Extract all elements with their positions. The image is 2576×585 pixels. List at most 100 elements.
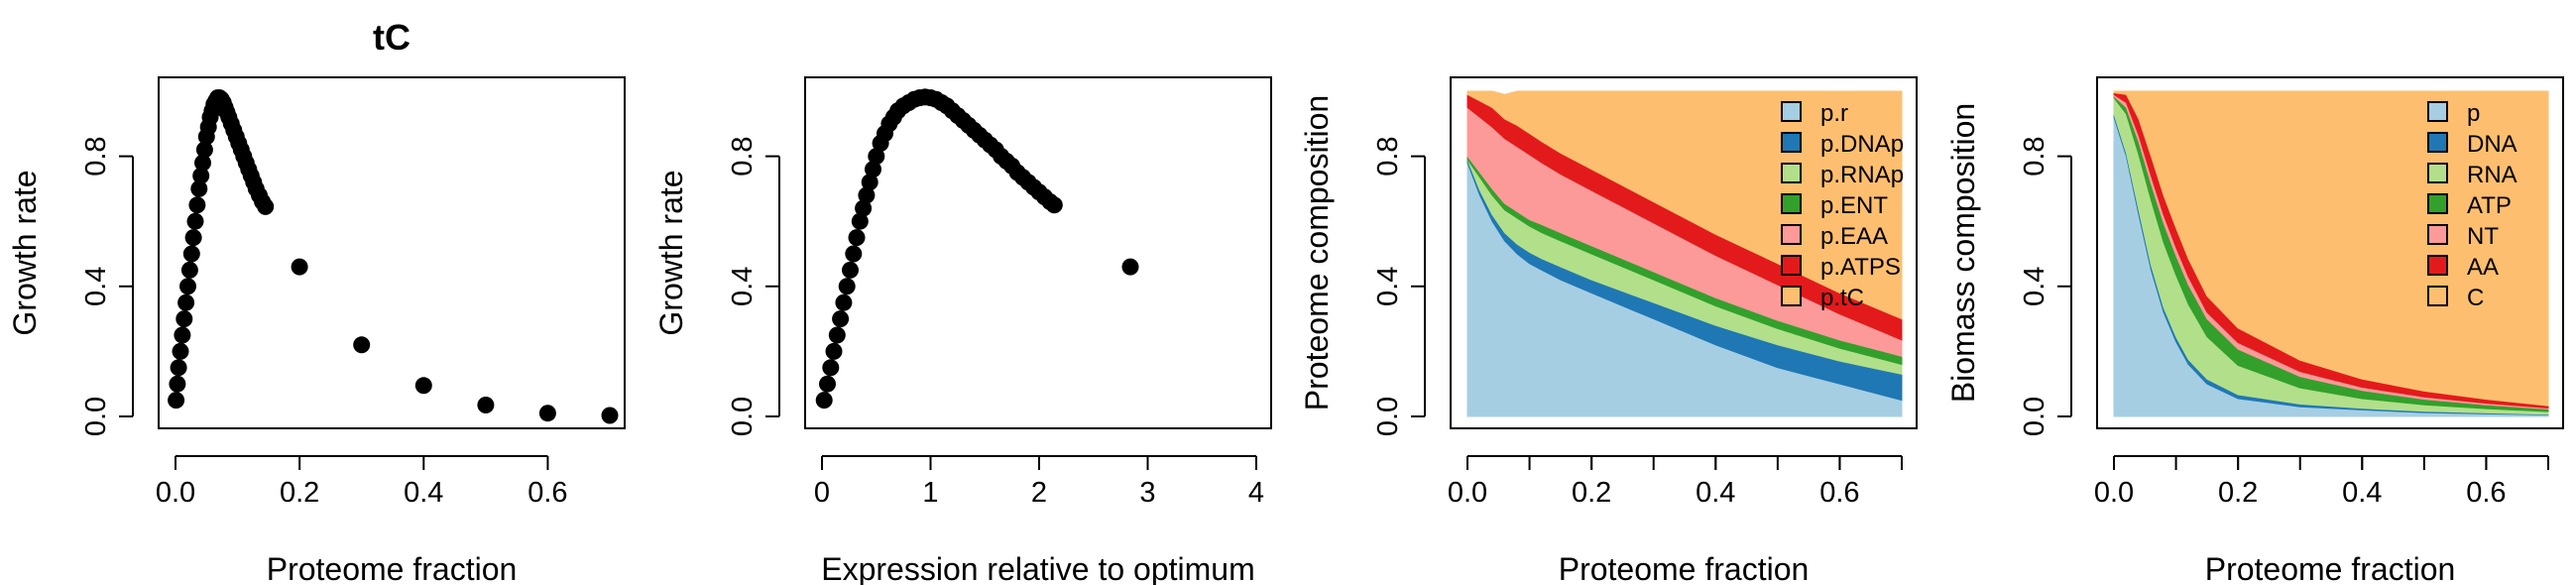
data-point [838,278,856,295]
data-point [190,179,208,197]
x-axis-label: Proteome fraction [1559,551,1810,585]
legend-swatch [2427,163,2448,183]
data-point [177,293,195,311]
plot-frame [158,76,626,429]
legend-swatch [1781,224,1802,245]
data-point [186,212,204,230]
x-axis-label: Proteome fraction [2205,551,2456,585]
data-point [188,196,206,214]
x-axis-label: Proteome fraction [267,551,518,585]
legend-swatch [1781,286,1802,306]
legend-label: C [2467,285,2484,311]
data-point [835,293,853,311]
data-point [858,186,876,204]
y-tick-label: 0.0 [1372,397,1404,436]
x-tick-label: 0.2 [280,477,319,509]
data-point [538,405,556,422]
x-tick-label: 0.2 [2218,477,2258,509]
legend-label: p.r [1820,100,1848,127]
panel-title: tC [373,17,410,58]
data-point [182,245,200,263]
legend: p DNA RNA ATP NT AA C [2427,100,2517,311]
x-tick-label: 1 [922,477,938,509]
legend-swatch [2427,286,2448,306]
plot-frame [1450,76,1918,429]
data-point [184,229,202,247]
y-tick-label: 0.4 [1372,267,1404,306]
legend-label: p.tC [1820,285,1864,311]
x-tick-label: 0.6 [1819,477,1859,509]
x-tick-label: 0.4 [2342,477,2382,509]
x-tick-label: 0.4 [1696,477,1735,509]
panel-4: 0.0 0.2 0.4 0.6 0.0 0.4 0.8 Proteome fraction Bi… [1945,76,2564,585]
x-tick-label: 0.6 [2466,477,2506,509]
data-point [861,174,878,191]
y-tick-label: 0.4 [727,267,759,306]
legend-swatch [2427,101,2448,122]
y-tick-label: 0.4 [2019,267,2050,306]
x-tick-label: 0.4 [404,477,443,509]
x-tick-label: 4 [1248,477,1264,509]
data-point [168,392,185,410]
data-point [174,326,191,344]
y-tick-label: 0.8 [727,136,759,176]
data-point [477,397,495,413]
x-tick-label: 0.6 [527,477,567,509]
legend-label: RNA [2467,162,2517,188]
legend-swatch [1781,101,1802,122]
data-point [855,199,873,217]
legend-label: DNA [2467,131,2517,158]
data-point [170,359,187,377]
data-point [819,375,836,393]
x-tick-label: 0 [814,477,830,509]
legend-label: p.RNAp [1820,162,1904,188]
y-axis-label: Growth rate [7,170,43,335]
data-point [822,359,840,377]
data-point [195,141,213,159]
legend-swatch [1781,163,1802,183]
y-axis-label: Biomass composition [1945,103,1981,403]
y-axis-label: Proteome composition [1299,95,1335,410]
data-point [848,229,866,247]
plot-frame [2096,76,2564,429]
x-tick-label: 2 [1031,477,1047,509]
data-point [179,278,196,295]
y-axis-label: Growth rate [653,170,689,335]
y-tick-label: 0.8 [2019,136,2050,176]
y-tick-label: 0.8 [80,136,112,176]
data-point [1045,196,1063,214]
plot-frame [804,76,1272,429]
x-tick-label: 0.0 [1448,477,1487,509]
data-point [172,342,189,360]
panel-3: 0.0 0.2 0.4 0.6 0.0 0.4 0.8 Proteome fraction Pr… [1299,76,1918,585]
data-point [194,154,211,172]
legend-swatch [2427,224,2448,245]
panel-2: 0 1 2 3 4 0.0 0.4 0.8 Expression relative to opt… [653,76,1272,585]
y-tick-label: 0.0 [2019,397,2050,436]
data-point [842,261,859,279]
data-point [865,161,881,178]
data-point [868,148,885,166]
legend: p.r p.DNAp p.RNAp p.ENT p.EAA p.ATPS p.tC [1781,100,1904,311]
legend-swatch [2427,193,2448,214]
data-point [851,212,869,230]
x-tick-label: 0.2 [1572,477,1611,509]
legend-label: ATP [2467,192,2512,219]
data-point [176,310,193,328]
data-point [845,245,863,263]
legend-label: p.ENT [1820,192,1888,219]
x-tick-label: 0.0 [2094,477,2134,509]
y-tick-label: 0.8 [1372,136,1404,176]
panel-1: 0.0 0.2 0.4 0.6 0.0 0.4 0.8 Proteome fraction Gr… [7,17,626,585]
data-point [169,375,186,393]
y-tick-label: 0.4 [80,267,112,306]
legend-label: AA [2467,254,2499,281]
legend-swatch [1781,255,1802,276]
data-point [1121,258,1139,276]
data-point [180,261,198,279]
legend-label: NT [2467,223,2499,250]
x-tick-label: 0.0 [156,477,195,509]
data-point [414,377,432,395]
data-point [832,310,850,328]
